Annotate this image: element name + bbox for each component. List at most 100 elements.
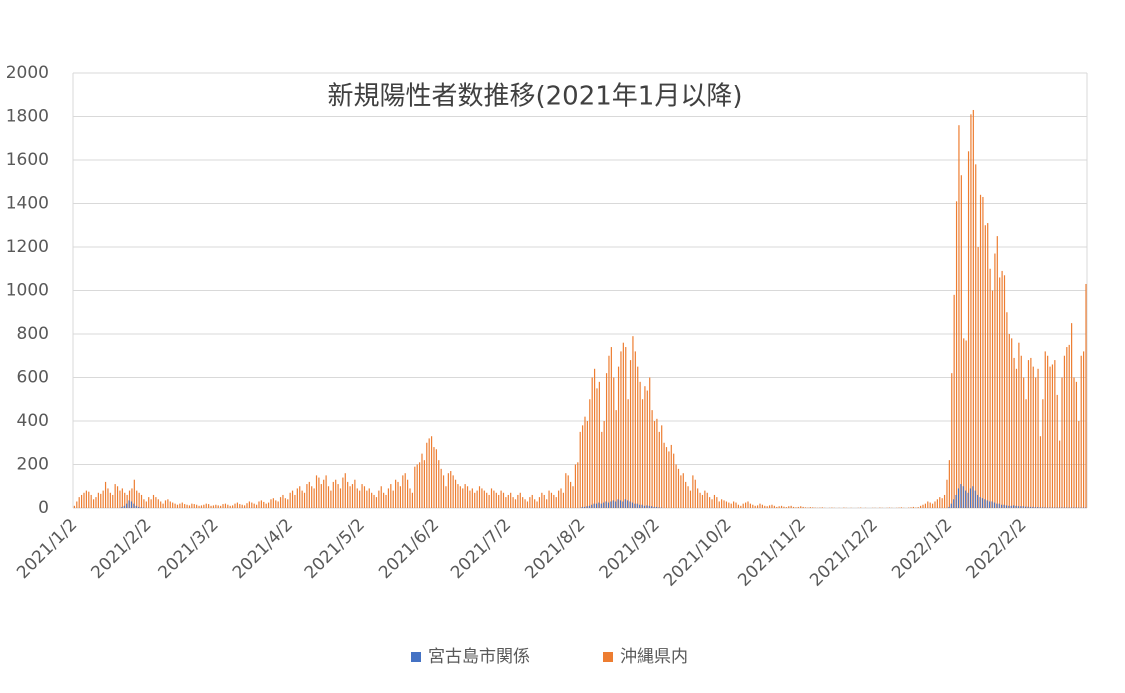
bar <box>963 338 965 508</box>
bar <box>756 505 759 508</box>
bar <box>289 492 291 508</box>
bar <box>550 492 553 508</box>
bar <box>1025 506 1027 508</box>
bar <box>435 449 437 508</box>
bar <box>512 497 514 508</box>
bar <box>483 490 485 508</box>
bar <box>236 502 239 508</box>
bar <box>593 503 595 508</box>
bar <box>641 504 643 508</box>
bar <box>608 355 610 508</box>
bar <box>565 473 567 508</box>
bar <box>119 490 121 508</box>
bar <box>600 503 602 508</box>
bar <box>656 418 658 508</box>
bar <box>505 497 507 508</box>
bar <box>982 196 984 508</box>
bar <box>922 504 924 508</box>
bar <box>1056 394 1058 508</box>
bar <box>548 490 550 508</box>
bar <box>1015 368 1018 508</box>
bar <box>184 504 186 508</box>
bar <box>670 444 672 508</box>
bar <box>643 505 645 508</box>
bar <box>821 507 823 508</box>
bar <box>987 223 989 508</box>
bar <box>1035 377 1037 508</box>
bar <box>447 473 449 508</box>
bar <box>380 486 382 508</box>
y-tick-label: 2000 <box>6 63 49 83</box>
legend-label: 宮古島市関係 <box>428 647 530 667</box>
bar <box>97 492 99 508</box>
bar <box>631 502 633 508</box>
bar <box>1047 355 1049 508</box>
bar <box>421 453 423 508</box>
bar <box>1008 505 1010 508</box>
bar <box>275 500 277 508</box>
bar <box>675 464 677 508</box>
bar <box>73 505 75 508</box>
bar <box>615 410 617 508</box>
bar <box>546 499 548 508</box>
bar <box>910 507 912 508</box>
bar <box>303 492 306 508</box>
bar <box>581 425 584 508</box>
bar <box>579 431 581 508</box>
bar <box>392 490 394 508</box>
bar <box>595 503 598 508</box>
bar <box>629 501 631 508</box>
bar <box>706 492 708 508</box>
bar <box>637 366 639 508</box>
bar <box>272 498 274 508</box>
bar <box>507 494 509 508</box>
bar <box>1006 312 1008 508</box>
y-tick-label: 200 <box>17 455 49 475</box>
bar <box>294 494 296 508</box>
bar <box>745 502 747 508</box>
bar <box>1037 368 1039 508</box>
bar <box>462 488 464 508</box>
bar <box>112 494 114 508</box>
bar <box>912 506 915 508</box>
bar <box>951 373 953 508</box>
bar <box>344 473 346 508</box>
bar <box>416 464 418 508</box>
bar <box>754 505 756 508</box>
bar <box>193 504 195 508</box>
bar <box>368 488 370 508</box>
chart-title: 新規陽性者数推移(2021年1月以降) <box>328 82 743 112</box>
bar <box>457 484 459 508</box>
bar <box>802 506 804 508</box>
bar <box>663 442 665 508</box>
bar <box>330 490 332 508</box>
bar <box>267 502 270 508</box>
bar <box>620 351 622 508</box>
y-tick-label: 1200 <box>6 237 49 257</box>
legend-swatch <box>603 652 613 662</box>
bar <box>984 225 986 508</box>
bar <box>994 253 996 508</box>
bar <box>315 475 318 508</box>
bar <box>646 390 648 508</box>
bar <box>1032 366 1034 508</box>
bar <box>179 503 181 508</box>
bar <box>603 502 605 508</box>
bar <box>145 501 147 508</box>
y-tick-label: 1600 <box>6 150 49 170</box>
bar <box>1039 436 1042 508</box>
bar <box>589 399 591 508</box>
y-tick-label: 800 <box>17 324 49 344</box>
bar <box>102 490 104 508</box>
bar <box>948 506 950 508</box>
bar <box>95 497 97 508</box>
bar <box>232 505 234 508</box>
bar <box>133 479 135 508</box>
bar <box>323 479 325 508</box>
bar <box>114 484 116 508</box>
bar <box>1049 366 1051 508</box>
bar <box>1023 377 1025 508</box>
bar <box>342 477 344 508</box>
bar <box>248 501 250 508</box>
bar <box>953 294 955 508</box>
